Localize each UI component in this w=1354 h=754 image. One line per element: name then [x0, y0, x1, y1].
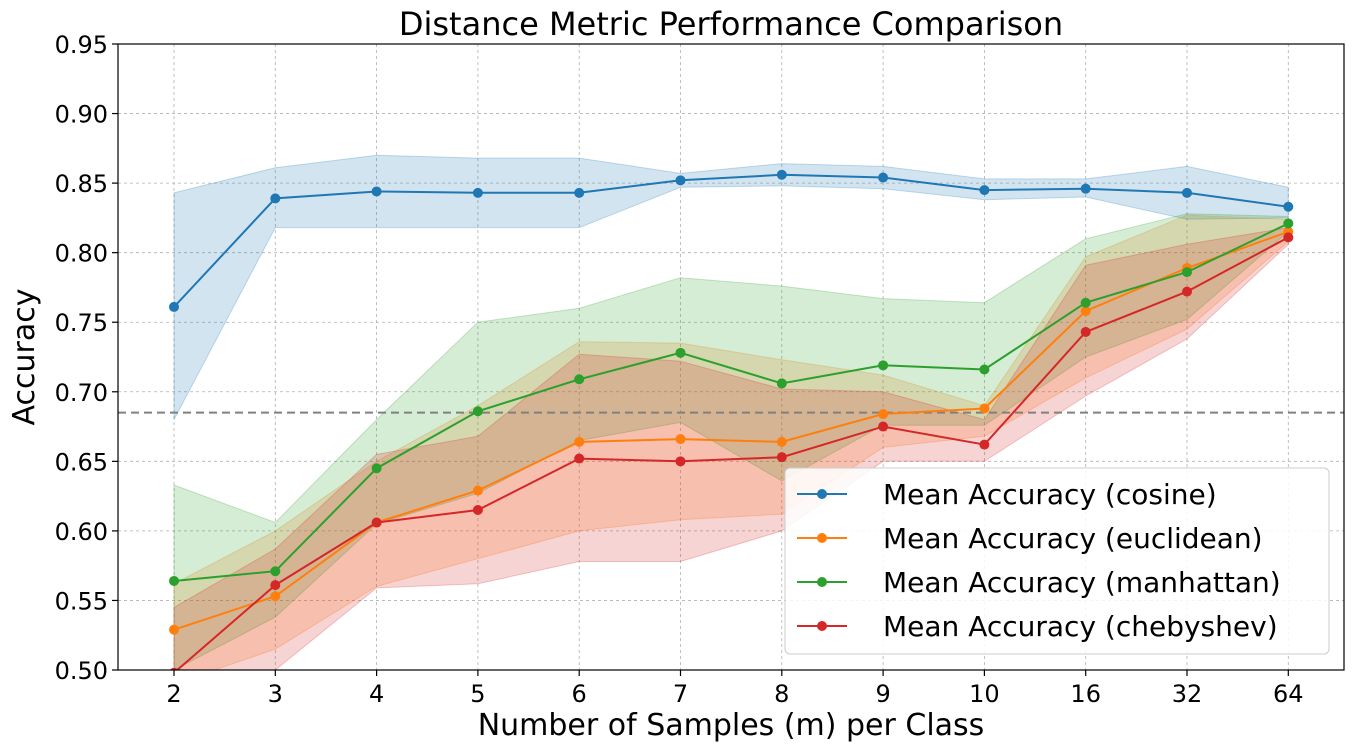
- data-point: [371, 463, 382, 474]
- data-point: [979, 364, 990, 375]
- legend-label: Mean Accuracy (cosine): [883, 478, 1217, 511]
- data-point: [1182, 267, 1192, 278]
- data-point: [1080, 183, 1091, 194]
- data-point: [472, 485, 483, 496]
- legend: Mean Accuracy (cosine) Mean Accuracy (euc…: [784, 467, 1330, 655]
- axis-ticks: 2 3 4 5 6 7 8 9 10 16 32 64 0.50 0.55 0.60 0.65 0.70 0.75…: [55, 31, 1304, 708]
- series-line: [175, 236, 1289, 670]
- legend-swatch-marker: [817, 577, 827, 587]
- data-point: [878, 172, 889, 183]
- data-point: [574, 374, 585, 385]
- legend-swatch-marker: [817, 489, 827, 499]
- data-point: [169, 624, 179, 635]
- data-point: [776, 378, 787, 389]
- data-point: [169, 301, 179, 312]
- data-point: [574, 453, 585, 464]
- data-point: [1080, 306, 1091, 317]
- x-tick-label: 6: [572, 680, 587, 708]
- confidence-band: [173, 227, 1289, 670]
- x-tick-label: 9: [875, 680, 890, 708]
- x-tick-label: 4: [369, 680, 384, 708]
- y-tick-label: 0.65: [55, 448, 108, 476]
- data-point: [776, 436, 787, 447]
- data-point: [675, 434, 686, 445]
- data-point: [776, 452, 787, 463]
- data-point: [1182, 286, 1192, 297]
- data-point: [472, 406, 483, 417]
- data-point: [675, 347, 686, 358]
- y-tick-label: 0.50: [55, 657, 108, 685]
- x-tick-label: 10: [969, 680, 1000, 708]
- data-point: [979, 185, 990, 196]
- x-tick-label: 3: [268, 680, 283, 708]
- series-lines: [169, 169, 1294, 670]
- data-point: [1283, 232, 1294, 243]
- data-point: [270, 580, 281, 591]
- y-tick-label: 0.75: [55, 309, 108, 337]
- plot-frame: [117, 43, 1345, 671]
- x-tick-label: 32: [1172, 680, 1203, 708]
- chart-title: Distance Metric Performance Comparison: [399, 5, 1063, 43]
- data-point: [574, 436, 585, 447]
- data-point: [979, 439, 990, 450]
- x-tick-label: 5: [470, 680, 485, 708]
- data-point: [1283, 201, 1294, 212]
- legend-label: Mean Accuracy (euclidean): [883, 522, 1263, 555]
- data-point: [675, 175, 686, 186]
- y-tick-label: 0.55: [55, 587, 108, 615]
- data-point: [1283, 218, 1294, 229]
- data-point: [371, 186, 382, 197]
- data-point: [1182, 187, 1192, 198]
- data-point: [169, 575, 179, 586]
- y-axis-title: Accuracy: [7, 289, 42, 426]
- series-line: [173, 173, 1289, 308]
- legend-label: Mean Accuracy (chebyshev): [883, 610, 1278, 643]
- data-point: [1080, 326, 1091, 337]
- data-point: [472, 505, 483, 516]
- x-tick-label: 8: [774, 680, 789, 708]
- confidence-band: [173, 154, 1289, 420]
- x-tick-label: 2: [166, 680, 181, 708]
- y-tick-label: 0.60: [55, 518, 108, 546]
- data-point: [878, 360, 889, 371]
- legend-box: [784, 467, 1330, 655]
- legend-swatch-marker: [817, 533, 827, 543]
- y-tick-label: 0.85: [55, 170, 108, 198]
- legend-swatch-marker: [817, 621, 827, 631]
- data-point: [574, 187, 585, 198]
- data-point: [371, 517, 382, 528]
- data-point: [776, 169, 787, 180]
- data-point: [878, 409, 889, 420]
- confidence-bands: [173, 154, 1289, 670]
- y-tick-label: 0.70: [55, 379, 108, 407]
- series-line: [173, 222, 1289, 582]
- data-point: [270, 591, 281, 602]
- series-line: [173, 230, 1289, 631]
- data-point: [878, 421, 889, 432]
- y-tick-label: 0.90: [55, 101, 108, 129]
- data-point: [270, 566, 281, 577]
- data-point: [979, 403, 990, 414]
- y-tick-label: 0.95: [55, 31, 108, 59]
- legend-label: Mean Accuracy (manhattan): [883, 566, 1281, 599]
- x-tick-label: 16: [1070, 680, 1101, 708]
- x-tick-label: 64: [1273, 680, 1304, 708]
- data-point: [675, 456, 686, 467]
- x-axis-title: Number of Samples (m) per Class: [478, 708, 985, 743]
- x-tick-label: 7: [673, 680, 688, 708]
- data-point: [1080, 297, 1091, 308]
- data-point: [472, 187, 483, 198]
- data-point: [270, 193, 281, 204]
- y-tick-label: 0.80: [55, 240, 108, 268]
